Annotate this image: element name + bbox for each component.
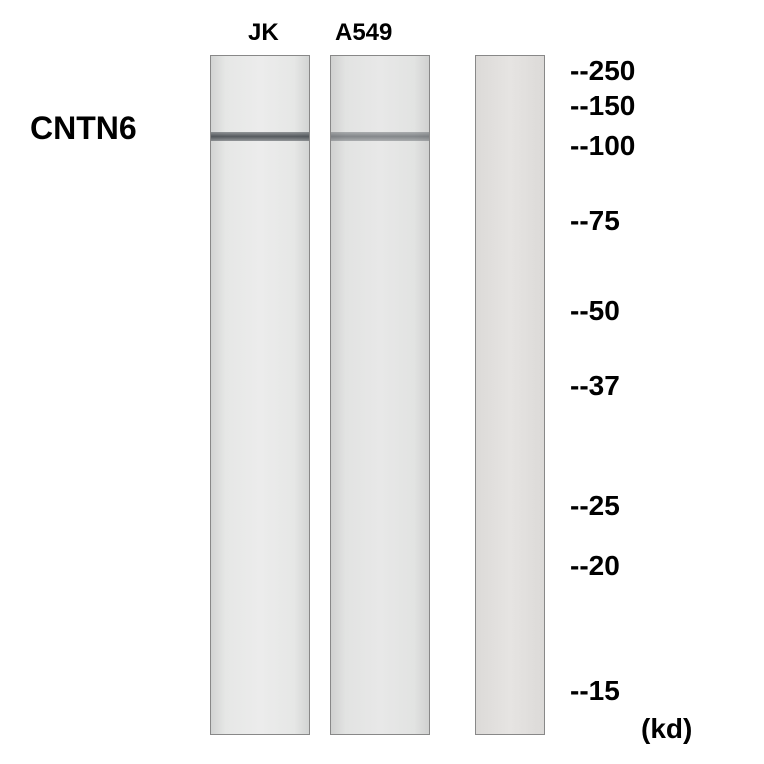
mw-marker-25: --25: [570, 490, 620, 522]
mw-marker-150: --150: [570, 90, 635, 122]
mw-marker-20: --20: [570, 550, 620, 582]
mw-marker-75: --75: [570, 205, 620, 237]
lane-header-a549: A549: [335, 19, 392, 47]
mw-marker-100: --100: [570, 130, 635, 162]
western-blot-figure: CNTN6 JK A549 --250--150 --100 --75 --50 --37…: [15, 15, 749, 749]
mw-marker-37: --37: [570, 370, 620, 402]
lane-jk: [210, 55, 310, 735]
protein-name-label: CNTN6: [30, 110, 137, 147]
unit-label: (kd): [641, 713, 692, 745]
lane-header-jk: JK: [248, 19, 279, 47]
band-a549-0: [331, 132, 429, 141]
mw-ladder-lane: [475, 55, 545, 735]
lane-a549: [330, 55, 430, 735]
mw-marker-50: --50: [570, 295, 620, 327]
band-jk-0: [211, 132, 309, 141]
mw-marker-250: --250: [570, 55, 635, 87]
mw-marker-15: --15: [570, 675, 620, 707]
